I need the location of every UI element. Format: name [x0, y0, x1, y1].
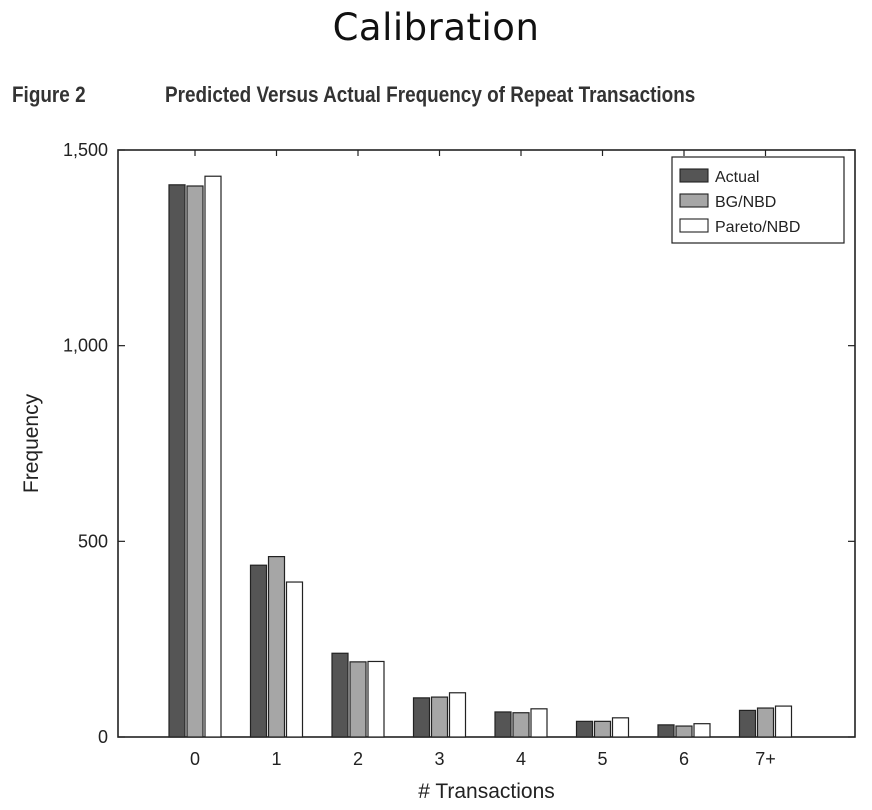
x-tick-label: 2	[353, 749, 363, 769]
x-tick-label: 6	[679, 749, 689, 769]
bar-bg-nbd-6	[675, 725, 693, 738]
bar-pareto-nbd-1	[285, 581, 304, 738]
bar-actual-4	[494, 711, 512, 738]
x-tick-label: 4	[516, 749, 526, 769]
x-tick-label: 5	[597, 749, 607, 769]
x-tick-label: 0	[190, 749, 200, 769]
bar-actual-0	[168, 184, 186, 738]
legend-swatch	[679, 218, 709, 233]
bar-bg-nbd-4	[512, 712, 530, 738]
y-tick-label: 1,000	[63, 336, 108, 356]
bar-bg-nbd-3	[430, 696, 449, 738]
bar-actual-6	[657, 724, 675, 738]
bar-pareto-nbd-7plus	[774, 705, 793, 738]
bars	[168, 175, 793, 738]
x-tick-label: 1	[271, 749, 281, 769]
page-title: Calibration	[332, 6, 540, 49]
legend-entry: BG/NBD	[715, 194, 776, 211]
x-tick-label: 7+	[755, 749, 776, 769]
bar-actual-3	[412, 697, 431, 738]
figure-label: Figure 2	[12, 82, 86, 107]
x-tick-label: 3	[434, 749, 444, 769]
legend: Actual BG/NBD Pareto/NBD	[671, 156, 845, 244]
bar-bg-nbd-2	[349, 661, 367, 738]
bar-pareto-nbd-6	[693, 723, 711, 738]
y-axis-ticks: 0 500 1,000 1,500	[63, 140, 855, 747]
plot-frame	[117, 149, 856, 738]
bar-pareto-nbd-2	[367, 660, 385, 738]
figure-caption: Predicted Versus Actual Frequency of Rep…	[165, 82, 696, 107]
legend-entry: Actual	[715, 169, 759, 186]
y-tick-label: 1,500	[63, 140, 108, 160]
bar-pareto-nbd-0	[204, 175, 222, 738]
bar-bg-nbd-5	[593, 720, 612, 738]
legend-swatch	[679, 193, 709, 208]
bar-actual-7plus	[738, 709, 757, 738]
legend-entry: Pareto/NBD	[715, 219, 800, 236]
bar-actual-2	[331, 652, 349, 738]
bar-bg-nbd-7plus	[756, 707, 775, 738]
bar-pareto-nbd-4	[530, 708, 548, 738]
bar-pareto-nbd-5	[611, 717, 630, 738]
x-axis-label: # Transactions	[418, 780, 555, 803]
y-axis-label: Frequency	[20, 393, 43, 493]
bar-actual-5	[575, 720, 594, 738]
legend-swatch	[679, 168, 709, 183]
plot-border	[117, 149, 856, 738]
bar-bg-nbd-1	[267, 555, 286, 738]
bar-pareto-nbd-3	[448, 692, 467, 738]
bar-bg-nbd-0	[186, 185, 204, 738]
y-tick-label: 500	[78, 531, 108, 551]
y-tick-label: 0	[98, 727, 108, 747]
bar-actual-1	[249, 564, 268, 738]
